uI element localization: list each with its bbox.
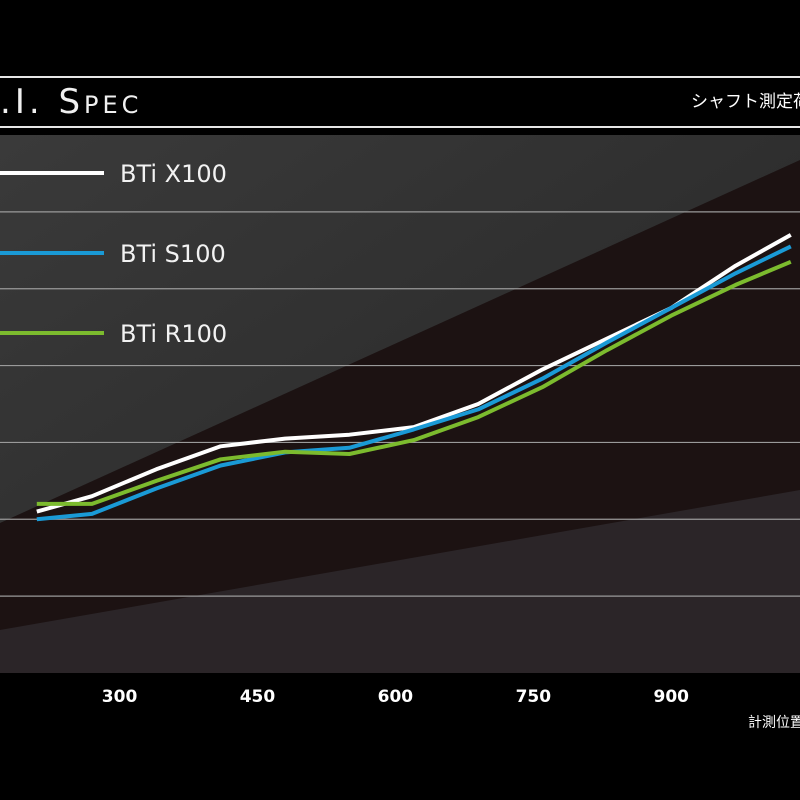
title-text: I. Spec (14, 82, 143, 122)
title-prefix-glyph: . (0, 82, 15, 122)
chart-title: .I. Spec (0, 78, 142, 126)
x-tick-label: 600 (378, 687, 414, 707)
measure-note: シャフト測定荷 (691, 92, 800, 112)
x-axis-label: 計測位置 (748, 715, 800, 731)
legend-label: BTi R100 (120, 320, 227, 348)
x-tick-label: 450 (240, 687, 276, 707)
x-tick-label: 300 (102, 687, 138, 707)
series-line (36, 244, 792, 522)
series-line (36, 259, 792, 506)
plot-band-lower (0, 490, 800, 673)
legend-label: BTi X100 (120, 160, 227, 188)
x-tick-label: 750 (516, 687, 552, 707)
legend-label: BTi S100 (120, 240, 226, 268)
title-bar: .I. Spec シャフト測定荷 (0, 76, 800, 128)
legend: BTi X100 BTi S100 BTi R100 (0, 160, 227, 348)
series-layer (36, 233, 792, 522)
x-tick-label: 900 (654, 687, 690, 707)
